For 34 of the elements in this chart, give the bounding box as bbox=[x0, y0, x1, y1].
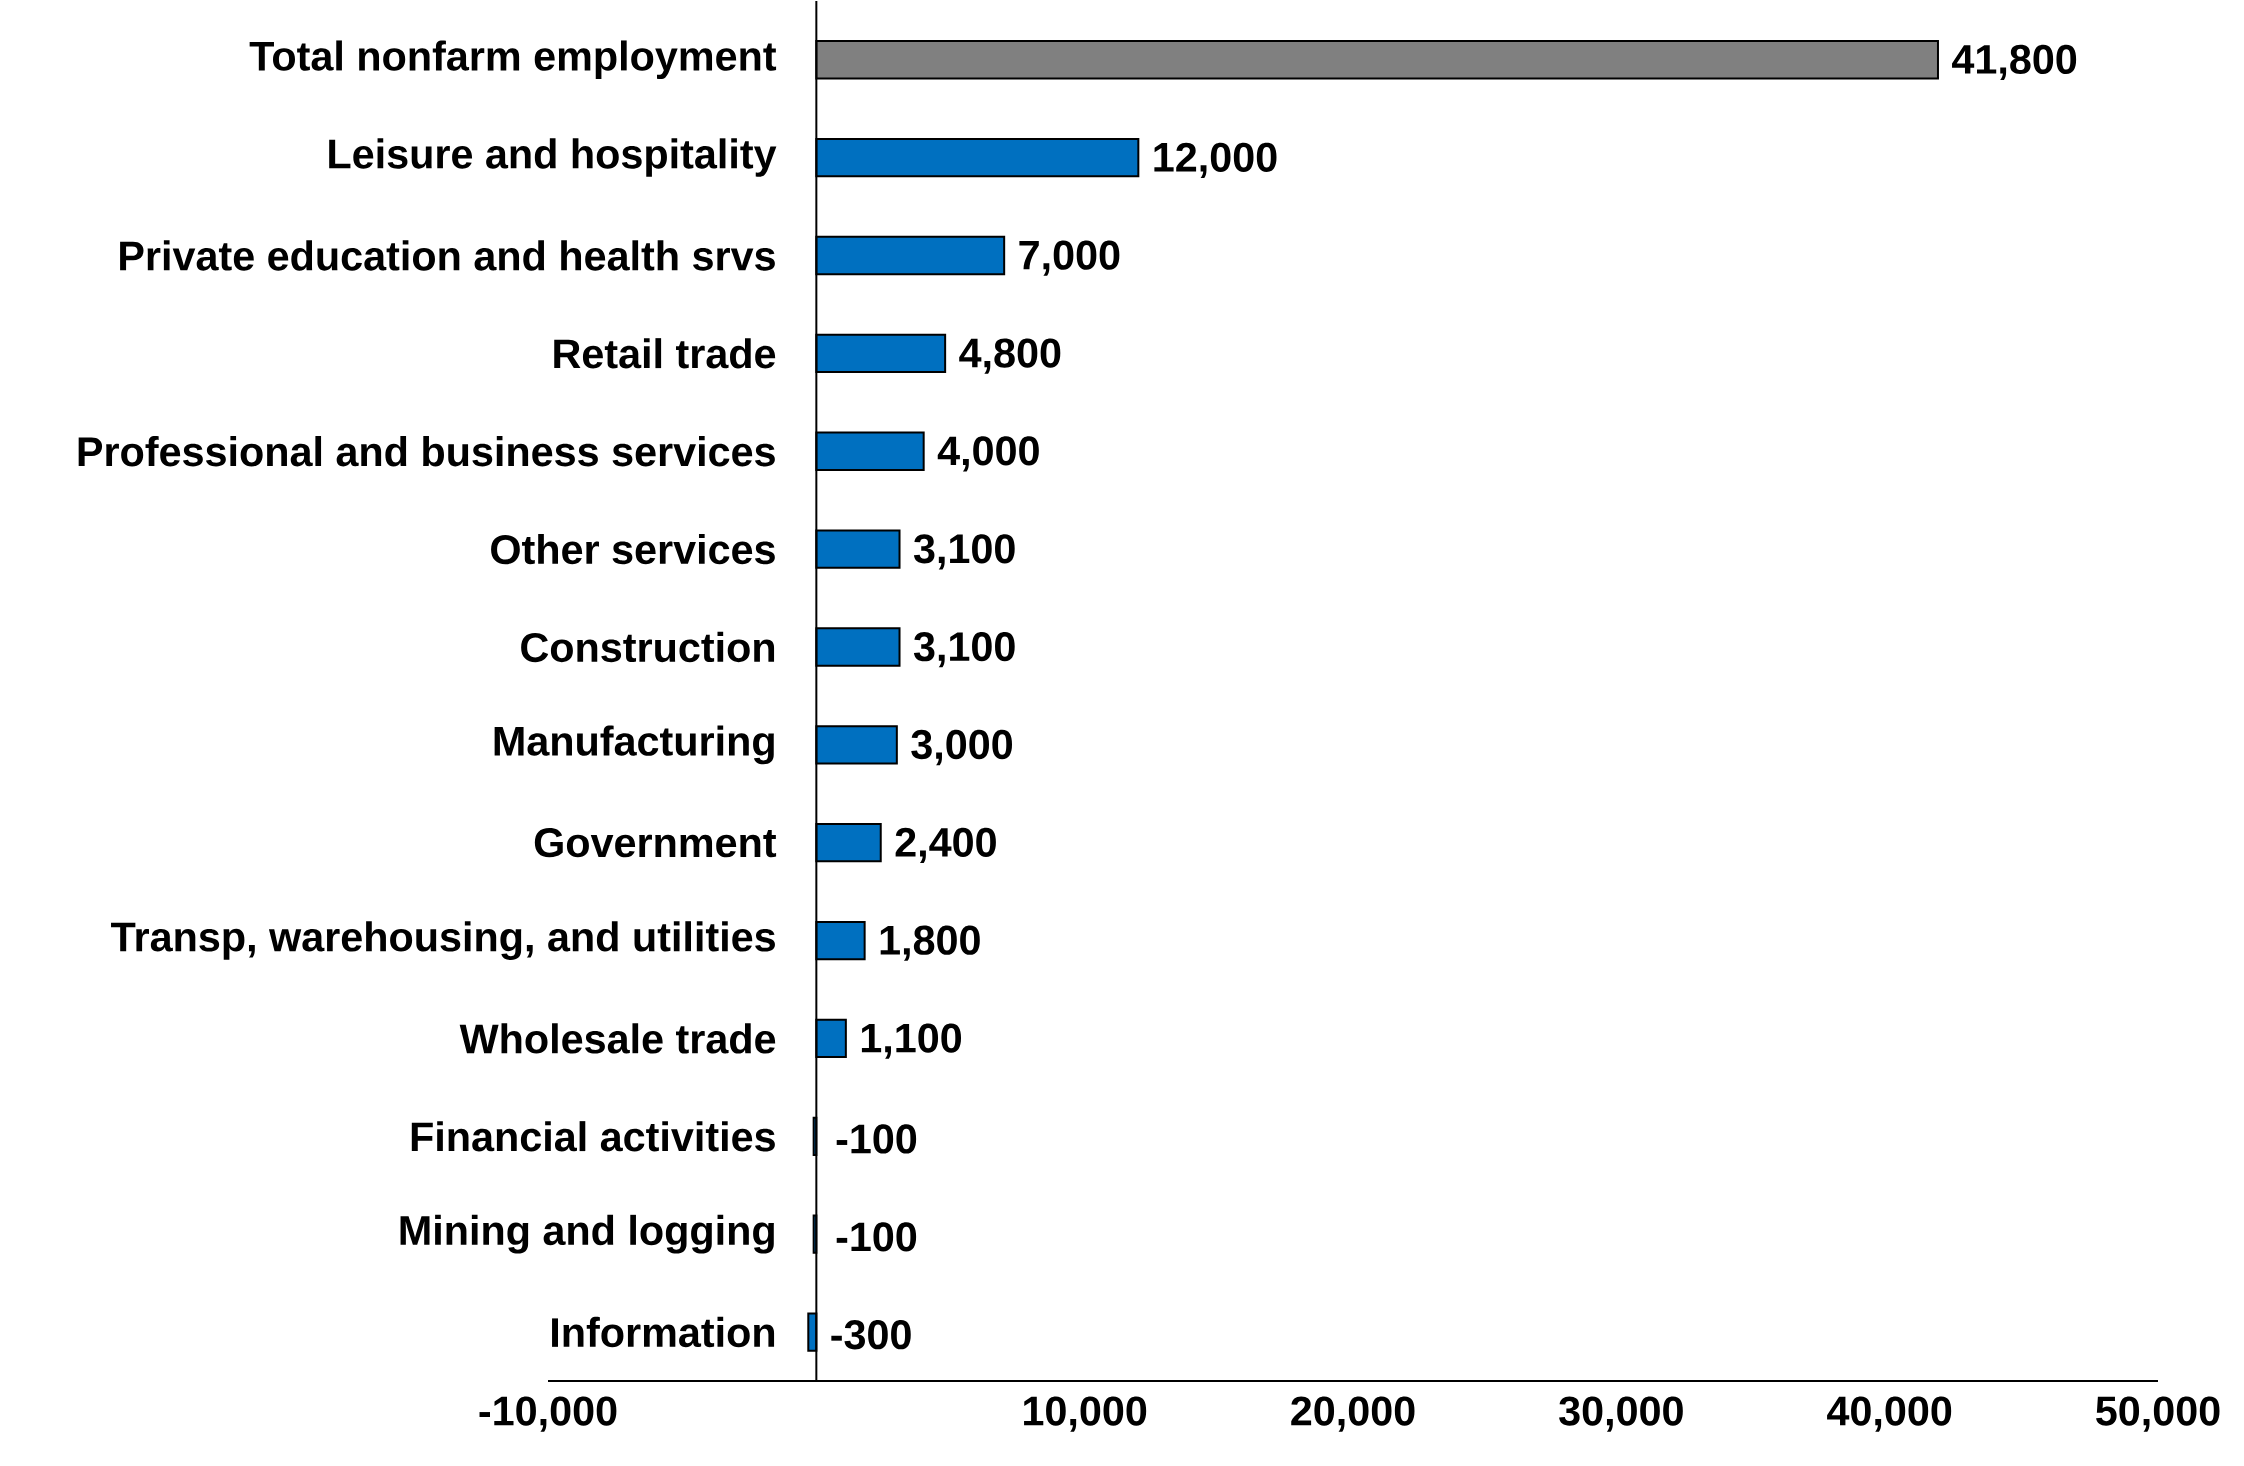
y-tick-label: Manufacturing bbox=[494, 725, 774, 765]
y-tick-label: Construction bbox=[521, 631, 775, 663]
x-tick-label: -10,000 bbox=[479, 1396, 617, 1432]
y-tick-label: Total nonfarm employment bbox=[249, 40, 777, 79]
y-tick-label: Government bbox=[534, 828, 777, 858]
x-tick-label: 10,000 bbox=[1024, 1396, 1147, 1432]
y-tick-label: Other services bbox=[491, 533, 775, 565]
data-label: 3,100 bbox=[913, 632, 1015, 668]
y-tick-label: Wholesale trade bbox=[459, 1023, 776, 1054]
y-tick-label: Private education and health srvs bbox=[120, 240, 775, 271]
x-tick-label: 40,000 bbox=[1827, 1396, 1952, 1432]
data-label: -100 bbox=[836, 1222, 917, 1252]
data-label: 7,000 bbox=[1019, 240, 1120, 276]
data-label: 41,800 bbox=[1952, 44, 2077, 81]
data-label: -300 bbox=[831, 1320, 911, 1350]
y-tick-label: Transp, warehousing, and utilities bbox=[111, 921, 775, 960]
data-label: 3,100 bbox=[913, 534, 1015, 570]
data-label: 4,800 bbox=[959, 338, 1061, 374]
data-label: 12,000 bbox=[1154, 142, 1277, 178]
data-label: -100 bbox=[836, 1124, 917, 1154]
y-tick-label: Retail trade bbox=[554, 338, 776, 369]
y-tick-label: Professional and business services bbox=[78, 436, 775, 467]
y-tick-label: Information bbox=[552, 1316, 775, 1348]
x-tick-label: 20,000 bbox=[1291, 1396, 1415, 1432]
x-tick-label: 50,000 bbox=[2096, 1396, 2220, 1432]
data-label: 2,400 bbox=[895, 827, 996, 863]
y-tick-label: Mining and logging bbox=[400, 1214, 774, 1254]
x-tick-label: 30,000 bbox=[1559, 1396, 1683, 1432]
data-label: 4,000 bbox=[937, 436, 1039, 472]
data-label: 3,000 bbox=[911, 729, 1012, 766]
y-tick-label: Financial activities bbox=[411, 1121, 775, 1152]
y-tick-label: Leisure and hospitality bbox=[329, 138, 777, 177]
data-label: 1,100 bbox=[861, 1023, 962, 1059]
data-label: 1,800 bbox=[880, 925, 980, 961]
